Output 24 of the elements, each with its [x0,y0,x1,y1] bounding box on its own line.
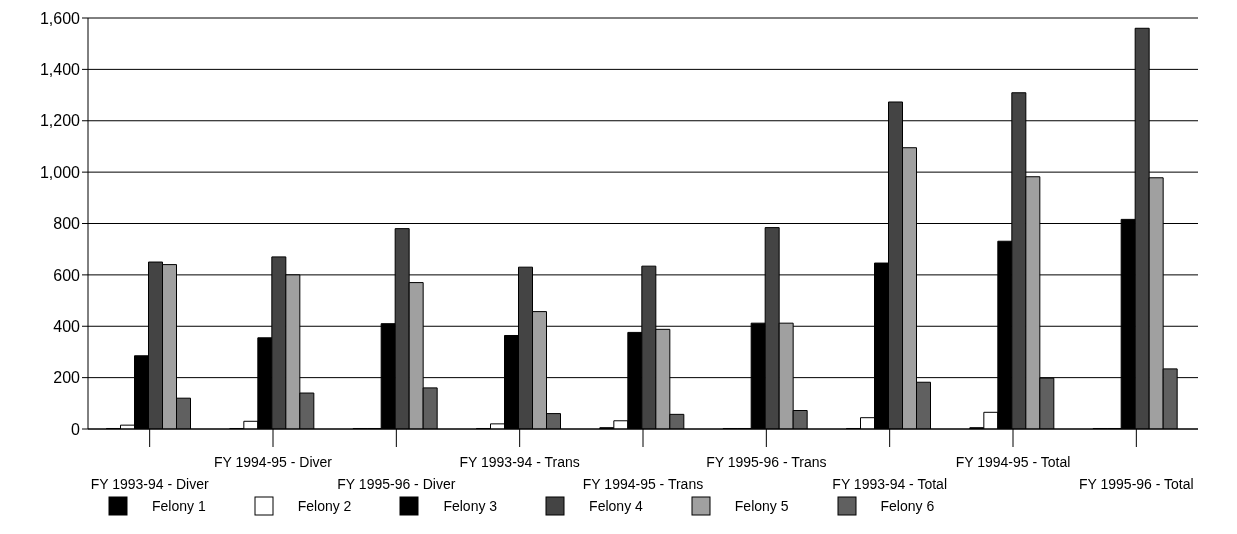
y-tick-label: 200 [53,369,81,387]
x-tick-label: FY 1993-94 - Diver [90,476,210,492]
x-tick-label: FY 1993-94 - Trans [459,454,580,470]
x-tick-label: FY 1993-94 - Total [832,476,947,492]
x-tick-label: FY 1995-96 - Diver [337,476,456,492]
legend-label: Felony 2 [297,498,352,514]
x-tick-label: FY 1994-95 - Diver [213,454,333,470]
y-tick-label: 400 [53,317,81,335]
x-tick-label: FY 1994-95 - Total [955,454,1071,470]
y-tick-label: 1,000 [39,163,81,181]
y-tick-label: 0 [71,420,81,438]
y-tick-label: 600 [53,266,81,284]
legend-label: Felony 3 [443,498,498,514]
legend-label: Felony 5 [734,498,789,514]
x-tick-label: FY 1994-95 - Trans [582,476,704,492]
legend-label: Felony 6 [880,498,935,514]
x-tick-label: FY 1995-96 - Trans [706,454,827,470]
y-tick-label: 1,200 [39,112,81,130]
x-tick-label: FY 1995-96 - Total [1079,476,1194,492]
y-tick-label: 1,400 [39,61,81,79]
legend-label: Felony 1 [152,498,206,514]
y-tick-label: 800 [53,215,81,233]
y-tick-label: 1,600 [39,9,81,27]
legend-label: Felony 4 [589,498,643,514]
